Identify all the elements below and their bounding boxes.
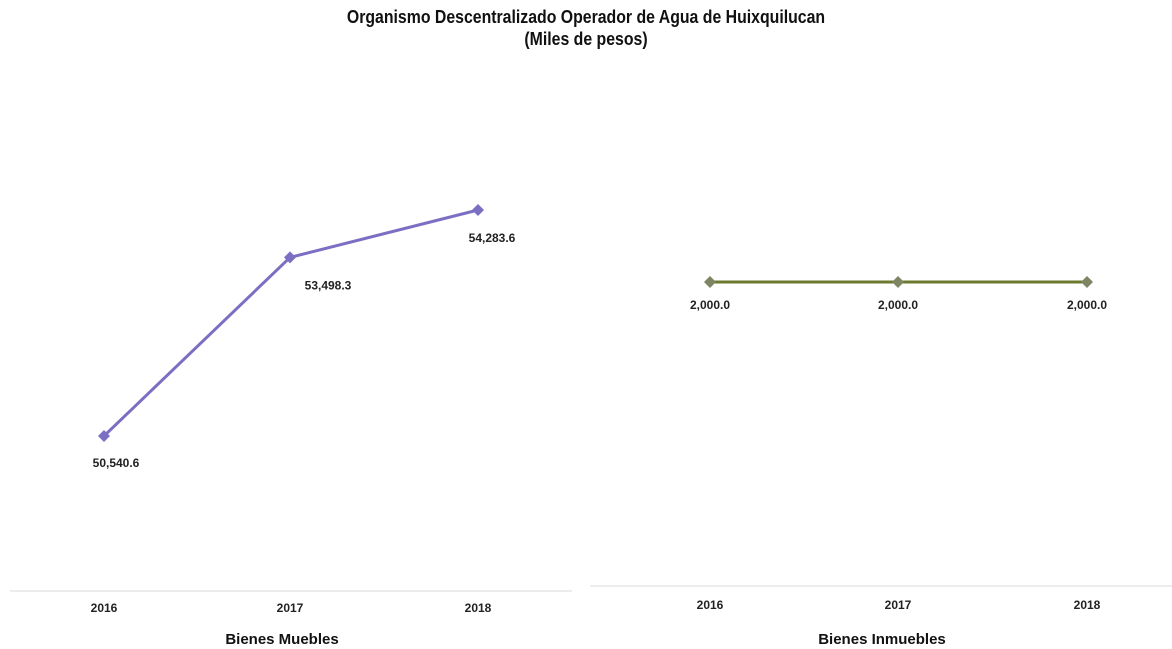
data-label: 53,498.3 [305,278,352,292]
chart-bienes-inmuebles: Bienes Inmuebles 2,000.0 2,000.0 2,000.0 20… [590,276,1172,648]
data-label: 54,283.6 [469,231,516,245]
x-tick-label: 2018 [1074,598,1101,612]
x-tick-label: 2018 [465,601,492,615]
x-tick-label: 2016 [91,601,118,615]
data-point-marker [1081,276,1093,288]
x-axis-title: Bienes Muebles [225,631,338,648]
series-line [102,208,479,438]
data-label: 50,540.6 [93,456,140,470]
title-line-2: (Miles de pesos) [524,29,648,49]
data-point-marker [472,204,484,216]
data-point-marker [704,276,716,288]
data-label: 2,000.0 [1067,298,1107,312]
data-point-marker [892,276,904,288]
page-title: Organismo Descentralizado Operador de Ag… [70,6,1101,50]
x-tick-label: 2016 [697,598,724,612]
x-tick-label: 2017 [885,598,912,612]
x-axis-title: Bienes Inmuebles [818,631,946,648]
data-label: 2,000.0 [690,298,730,312]
data-point-marker [98,430,110,442]
title-line-1: Organismo Descentralizado Operador de Ag… [346,7,826,27]
data-label: 2,000.0 [878,298,918,312]
chart-bienes-muebles: Bienes Muebles 50,540.6 53,498.3 54,283.6 2… [10,204,572,648]
x-tick-label: 2017 [277,601,304,615]
data-point-marker [284,251,296,264]
